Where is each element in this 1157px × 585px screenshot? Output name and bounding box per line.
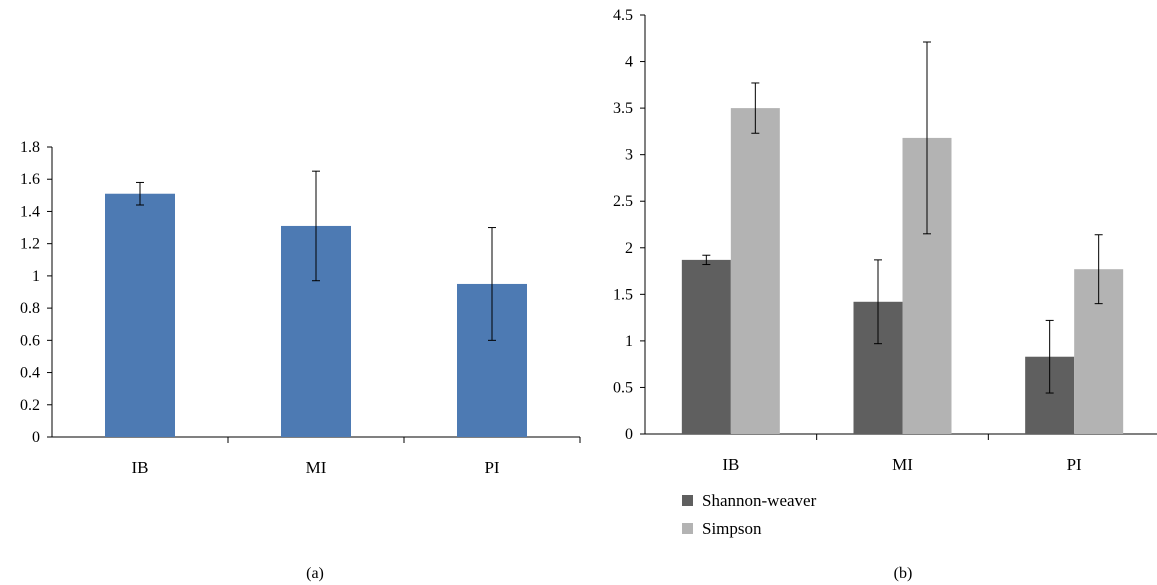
y-tick-label: 1.6 <box>20 171 40 188</box>
bar <box>105 193 175 437</box>
x-category-label: PI <box>1067 455 1082 474</box>
y-tick-label: 0.8 <box>20 300 40 317</box>
legend-swatch <box>682 495 693 506</box>
y-tick-label: 1 <box>32 268 40 285</box>
y-tick-label: 2.5 <box>613 193 633 210</box>
y-tick-label: 0.4 <box>20 365 40 382</box>
y-tick-label: 0.5 <box>613 379 633 396</box>
legend-label: Shannon-weaver <box>702 491 817 510</box>
x-category-label: MI <box>306 458 327 477</box>
y-tick-label: 1.2 <box>20 236 40 253</box>
y-tick-label: 0 <box>625 426 633 443</box>
y-tick-label: 1 <box>625 333 633 350</box>
bar <box>730 108 780 434</box>
y-tick-label: 4.5 <box>613 7 633 24</box>
panel-label: (b) <box>894 565 913 582</box>
y-tick-label: 2 <box>625 240 633 257</box>
chart-panel-b: 0 0.5 1 1.5 2 2.5 3 3.5 4 4.5 IB MI PI Shannon-weaver… <box>613 7 1157 582</box>
y-tick-label: 4 <box>625 54 633 71</box>
x-category-label: IB <box>722 455 739 474</box>
legend-swatch <box>682 523 693 534</box>
y-tick-label: 3 <box>625 147 633 164</box>
y-tick-label: 3.5 <box>613 100 633 117</box>
x-category-label: IB <box>132 458 149 477</box>
y-tick-label: 1.8 <box>20 139 40 156</box>
bar <box>681 259 731 434</box>
y-tick-label: 1.5 <box>613 286 633 303</box>
x-category-label: PI <box>484 458 499 477</box>
y-tick-label: 0.6 <box>20 332 40 349</box>
panel-label: (a) <box>306 565 324 582</box>
y-tick-label: 0 <box>32 429 40 446</box>
x-category-label: MI <box>892 455 913 474</box>
y-tick-label: 0.2 <box>20 397 40 414</box>
y-tick-label: 1.4 <box>20 203 40 220</box>
chart-panel-a: 0 0.2 0.4 0.6 0.8 1 1.2 1.4 1.6 1.8 IB MI PI (a) <box>20 139 581 582</box>
legend-label: Simpson <box>702 519 762 538</box>
